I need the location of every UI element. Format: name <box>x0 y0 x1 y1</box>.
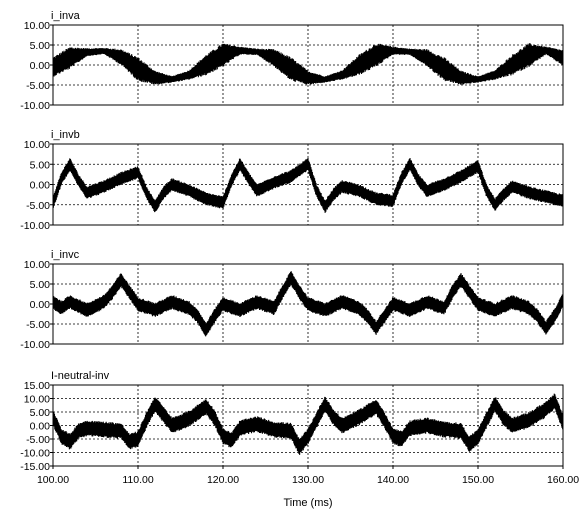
panel-title: i_invb <box>51 129 80 141</box>
y-tick-label: 5.00 <box>30 407 51 419</box>
panel-title: i_invc <box>51 249 80 261</box>
y-tick-label: 10.00 <box>24 20 50 32</box>
plot-frame <box>52 263 564 345</box>
panel-title: i_inva <box>51 10 81 22</box>
x-tick-label: 120.00 <box>207 474 239 486</box>
y-tick-label: 10.00 <box>24 139 50 151</box>
y-tick-label: 10.00 <box>24 394 50 406</box>
waveform-series <box>53 393 563 455</box>
y-tick-label: 0.00 <box>30 299 51 311</box>
y-tick-label: -10.00 <box>20 100 50 112</box>
x-tick-label: 100.00 <box>37 474 69 486</box>
y-tick-label: 0.00 <box>30 60 51 72</box>
y-tick-label: -5.00 <box>26 434 50 446</box>
waveform-series <box>53 157 563 213</box>
y-tick-label: -15.00 <box>20 461 50 473</box>
x-axis-label: Time (ms) <box>283 497 332 509</box>
x-tick-label: 160.00 <box>547 474 579 486</box>
x-tick-label: 150.00 <box>462 474 494 486</box>
y-tick-label: -5.00 <box>26 200 50 212</box>
x-tick-label: 110.00 <box>122 474 153 486</box>
y-tick-label: -5.00 <box>26 80 50 92</box>
y-tick-label: 0.00 <box>30 421 51 433</box>
plot-frame <box>52 143 564 226</box>
y-tick-label: 10.00 <box>24 259 50 271</box>
waveform-series <box>53 271 563 337</box>
y-tick-label: -10.00 <box>20 339 50 351</box>
x-tick-label: 140.00 <box>377 474 409 486</box>
waveform-series <box>53 43 563 85</box>
plot-frame <box>52 24 564 106</box>
x-tick-label: 130.00 <box>292 474 324 486</box>
y-tick-label: 5.00 <box>30 40 51 52</box>
y-tick-label: 0.00 <box>30 180 51 192</box>
y-tick-label: 15.00 <box>24 380 50 392</box>
y-tick-label: 5.00 <box>30 159 51 171</box>
y-tick-label: 5.00 <box>30 279 51 291</box>
y-tick-label: -10.00 <box>20 220 50 232</box>
y-tick-label: -10.00 <box>20 448 50 460</box>
panel-title: I-neutral-inv <box>51 370 110 382</box>
y-tick-label: -5.00 <box>26 319 50 331</box>
